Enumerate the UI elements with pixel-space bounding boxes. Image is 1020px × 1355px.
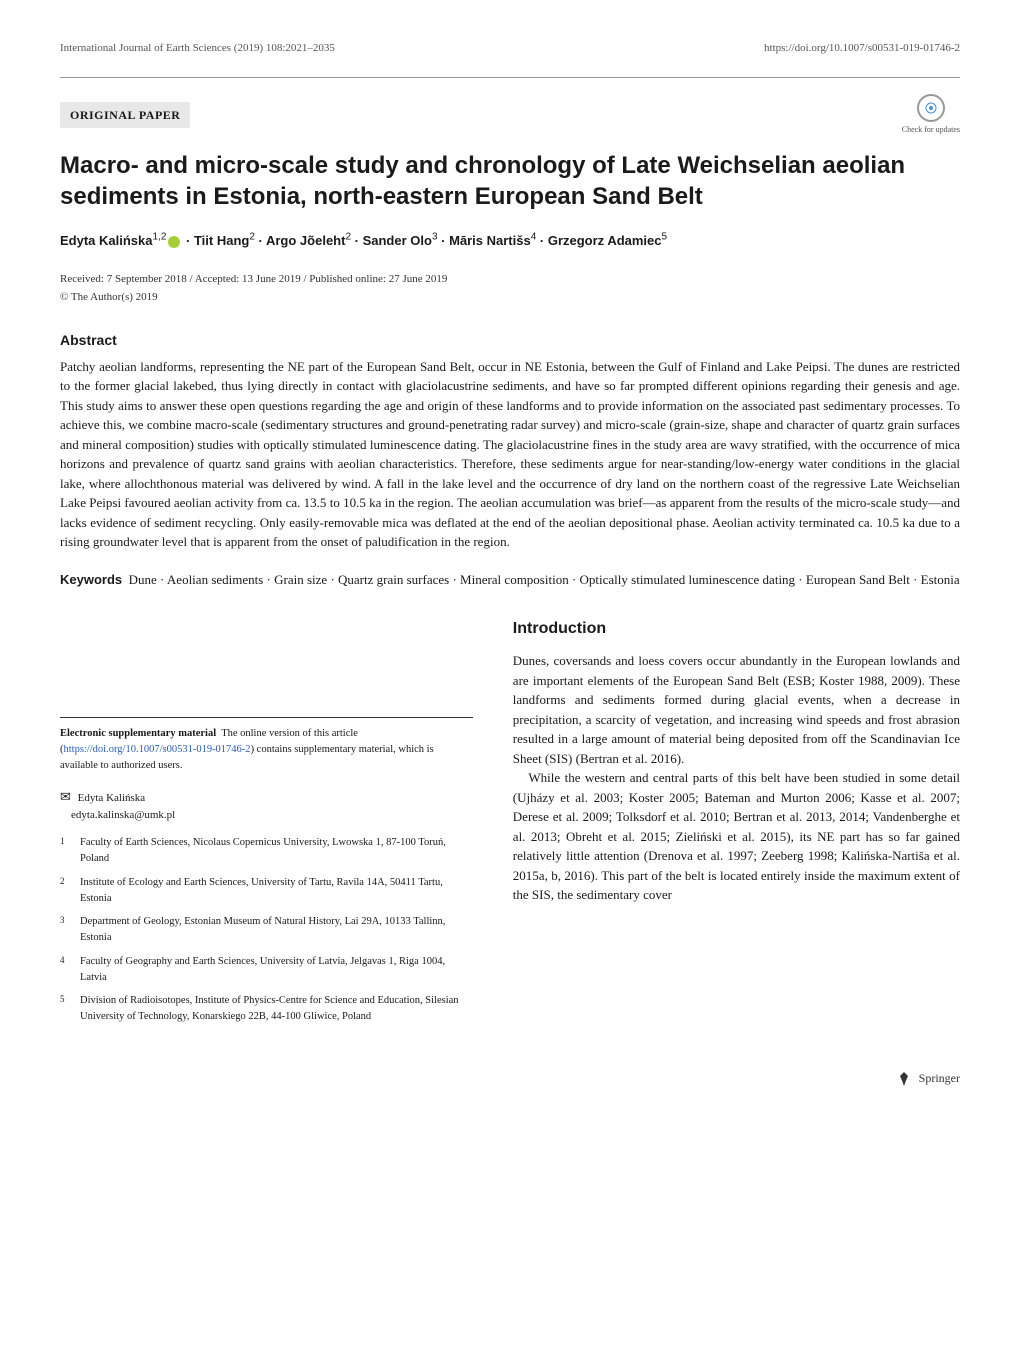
keywords-label: Keywords (60, 572, 122, 587)
abstract-body: Patchy aeolian landforms, representing t… (60, 357, 960, 552)
publication-dates: Received: 7 September 2018 / Accepted: 1… (60, 271, 960, 288)
affiliation-4: 4 Faculty of Geography and Earth Science… (60, 954, 473, 986)
aff-num: 5 (60, 993, 80, 1025)
supp-label: Electronic supplementary material (60, 728, 216, 739)
paper-title: Macro- and micro-scale study and chronol… (60, 150, 960, 212)
affiliation-3: 3 Department of Geology, Estonian Museum… (60, 914, 473, 946)
left-column: Electronic supplementary material The on… (60, 617, 473, 1033)
springer-icon (896, 1071, 912, 1087)
aff-text: Division of Radioisotopes, Institute of … (80, 993, 473, 1025)
journal-doi-link[interactable]: https://doi.org/10.1007/s00531-019-01746… (764, 40, 960, 57)
abstract-heading: Abstract (60, 330, 960, 351)
corresp-name: Edyta Kalińska (78, 792, 146, 804)
footer-text: Springer (919, 1071, 960, 1085)
aff-num: 2 (60, 875, 80, 907)
author-6: Grzegorz Adamiec5 (548, 233, 667, 248)
aff-num: 1 (60, 835, 80, 867)
author-list: Edyta Kalińska1,2 · Tiit Hang2 · Argo Jõ… (60, 230, 960, 251)
aff-num: 4 (60, 954, 80, 986)
crossmark-label: Check for updates (902, 124, 960, 136)
keywords-text: Dune · Aeolian sediments · Grain size · … (129, 572, 960, 587)
affiliation-1: 1 Faculty of Earth Sciences, Nicolaus Co… (60, 835, 473, 867)
keywords-line: Keywords Dune · Aeolian sediments · Grai… (60, 570, 960, 590)
aff-num: 3 (60, 914, 80, 946)
supp-link[interactable]: https://doi.org/10.1007/s00531-019-01746… (64, 744, 251, 755)
two-column-region: Electronic supplementary material The on… (60, 617, 960, 1033)
affiliation-5: 5 Division of Radioisotopes, Institute o… (60, 993, 473, 1025)
corresp-email: edyta.kalinska@umk.pl (71, 809, 175, 821)
intro-para-2: While the western and central parts of t… (513, 768, 960, 905)
copyright-line: © The Author(s) 2019 (60, 289, 960, 306)
page-footer: Springer (60, 1069, 960, 1087)
author-5: Māris Nartišs4 (449, 233, 536, 248)
affiliation-2: 2 Institute of Ecology and Earth Science… (60, 875, 473, 907)
affiliation-list: 1 Faculty of Earth Sciences, Nicolaus Co… (60, 835, 473, 1025)
author-2: Tiit Hang2 (194, 233, 255, 248)
intro-heading: Introduction (513, 617, 960, 641)
paper-type-badge: ORIGINAL PAPER (60, 102, 190, 128)
header-divider (60, 77, 960, 78)
aff-text: Department of Geology, Estonian Museum o… (80, 914, 473, 946)
author-4: Sander Olo3 (363, 233, 438, 248)
journal-citation: International Journal of Earth Sciences … (60, 40, 335, 57)
author-3: Argo Jõeleht2 (266, 233, 351, 248)
supplementary-box: Electronic supplementary material The on… (60, 717, 473, 773)
paper-type-row: ORIGINAL PAPER Check for updates (60, 94, 960, 136)
intro-para-1: Dunes, coversands and loess covers occur… (513, 651, 960, 768)
aff-text: Faculty of Earth Sciences, Nicolaus Cope… (80, 835, 473, 867)
aff-text: Faculty of Geography and Earth Sciences,… (80, 954, 473, 986)
correspondence: ✉ Edyta Kalińska edyta.kalinska@umk.pl (60, 787, 473, 823)
crossmark-icon (917, 94, 945, 122)
orcid-icon[interactable] (168, 236, 180, 248)
aff-text: Institute of Ecology and Earth Sciences,… (80, 875, 473, 907)
crossmark-widget[interactable]: Check for updates (902, 94, 960, 136)
envelope-icon: ✉ (60, 789, 71, 804)
journal-header: International Journal of Earth Sciences … (60, 40, 960, 57)
right-column: Introduction Dunes, coversands and loess… (513, 617, 960, 1033)
author-1: Edyta Kalińska1,2 (60, 233, 166, 248)
